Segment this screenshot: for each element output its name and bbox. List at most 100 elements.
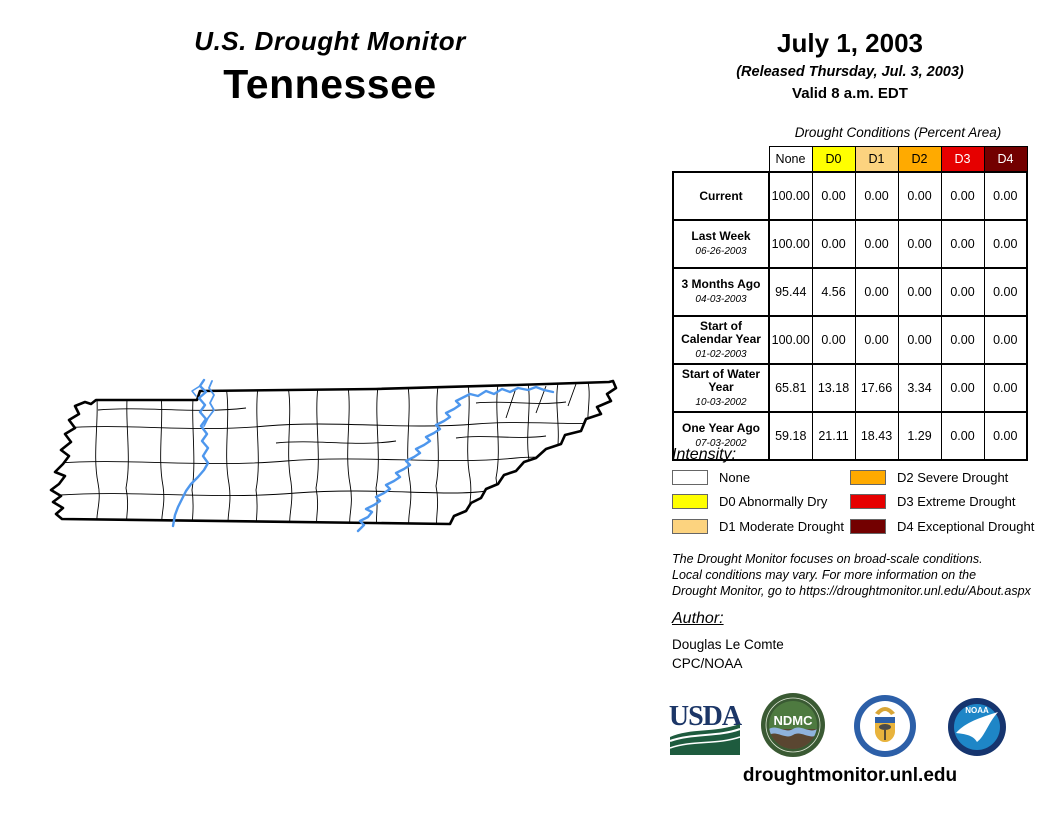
disclaimer-text: The Drought Monitor focuses on broad-sca…	[672, 551, 1031, 599]
value-cell: 95.44	[768, 267, 813, 317]
disclaimer-line: Drought Monitor, go to https://droughtmo…	[672, 584, 1031, 598]
column-header-d4: D4	[983, 146, 1028, 173]
value-cell: 0.00	[983, 171, 1028, 221]
value-cell: 0.00	[983, 315, 1028, 365]
valid-time: Valid 8 a.m. EDT	[792, 85, 908, 102]
noaa-wordmark: NOAA	[965, 706, 989, 715]
value-cell: 0.00	[897, 315, 942, 365]
tennessee-river-east	[356, 385, 555, 533]
usda-logo: USDA	[668, 700, 744, 763]
legend-item-d0: D0 Abnormally Dry	[672, 494, 827, 509]
legend-item-d4: D4 Exceptional Drought	[850, 519, 1034, 534]
disclaimer-line: The Drought Monitor focuses on broad-sca…	[672, 552, 983, 566]
row-label-text: One Year Ago	[681, 421, 761, 435]
value-cell: 0.00	[897, 219, 942, 269]
value-cell: 100.00	[768, 219, 813, 269]
d4-swatch	[850, 519, 886, 534]
column-header-d2: D2	[897, 146, 942, 173]
usda-swoosh	[670, 724, 740, 755]
value-cell: 65.81	[768, 363, 813, 413]
row-label: One Year Ago 07-03-2002	[672, 411, 770, 461]
value-cell: 18.43	[854, 411, 899, 461]
value-cell: 0.00	[854, 315, 899, 365]
author-name: Douglas Le Comte	[672, 637, 784, 652]
legend-label: D0 Abnormally Dry	[719, 494, 828, 509]
legend-item-none: None	[672, 470, 750, 485]
table-row: 3 Months Ago 04-03-2003 95.44 4.56 0.00 …	[672, 267, 1028, 317]
d3-swatch	[850, 494, 886, 509]
column-header-d3: D3	[940, 146, 985, 173]
seal-eagle	[875, 707, 895, 715]
row-label-date: 07-03-2002	[695, 438, 747, 449]
row-label: 3 Months Ago 04-03-2003	[672, 267, 770, 317]
value-cell: 0.00	[983, 219, 1028, 269]
legend-label: D1 Moderate Drought	[719, 519, 845, 534]
value-cell: 21.11	[811, 411, 856, 461]
column-header-none: None	[768, 146, 813, 173]
header-spacer	[673, 147, 769, 173]
map-date: July 1, 2003	[777, 28, 923, 58]
table-header-row: None D0 D1 D2 D3 D4	[673, 146, 1028, 173]
date-block: July 1, 2003 (Released Thursday, Jul. 3,…	[672, 28, 1028, 102]
value-cell: 0.00	[897, 171, 942, 221]
legend-item-d2: D2 Severe Drought	[850, 470, 1008, 485]
row-label-text: Start of Calendar Year	[681, 318, 761, 346]
row-label-text: 3 Months Ago	[681, 277, 761, 291]
value-cell: 59.18	[768, 411, 813, 461]
row-label-text: Current	[699, 188, 743, 203]
tennessee-river-west	[171, 378, 210, 528]
d0-swatch	[672, 494, 708, 509]
row-label-text: Start of Water Year	[681, 366, 761, 394]
legend-item-d1: D1 Moderate Drought	[672, 519, 844, 534]
value-cell: 100.00	[768, 315, 813, 365]
table-row: Start of Water Year 10-03-2002 65.81 13.…	[672, 363, 1028, 413]
value-cell: 17.66	[854, 363, 899, 413]
state-map-svg	[49, 378, 618, 533]
value-cell: 0.00	[854, 171, 899, 221]
value-cell: 0.00	[940, 219, 985, 269]
value-cell: 100.00	[768, 171, 813, 221]
row-label: Start of Calendar Year 01-02-2003	[672, 315, 770, 365]
value-cell: 0.00	[940, 171, 985, 221]
column-header-d1: D1	[854, 146, 899, 173]
report-title: U.S. Drought Monitor	[194, 26, 466, 56]
row-label: Last Week 06-26-2003	[672, 219, 770, 269]
commerce-seal-logo	[853, 694, 917, 763]
title-block: U.S. Drought Monitor Tennessee	[40, 26, 620, 108]
state-title: Tennessee	[223, 61, 437, 107]
column-header-d0: D0	[811, 146, 856, 173]
disclaimer-line: Local conditions may vary. For more info…	[672, 568, 977, 582]
row-label-text: Last Week	[691, 229, 751, 243]
drought-conditions-table: None D0 D1 D2 D3 D4 Current 100.00 0.00 …	[672, 146, 1028, 461]
value-cell: 0.00	[854, 267, 899, 317]
table-row: Current 100.00 0.00 0.00 0.00 0.00 0.00	[672, 171, 1028, 221]
table-row: Last Week 06-26-2003 100.00 0.00 0.00 0.…	[672, 219, 1028, 269]
value-cell: 0.00	[983, 411, 1028, 461]
value-cell: 0.00	[811, 315, 856, 365]
value-cell: 0.00	[897, 267, 942, 317]
value-cell: 13.18	[811, 363, 856, 413]
author-title: Author:	[672, 610, 724, 627]
legend-label: D3 Extreme Drought	[897, 494, 1016, 509]
value-cell: 0.00	[854, 219, 899, 269]
state-border	[49, 379, 618, 526]
none-swatch	[672, 470, 708, 485]
row-label: Start of Water Year 10-03-2002	[672, 363, 770, 413]
legend-label: D4 Exceptional Drought	[897, 519, 1035, 534]
ndmc-wordmark: NDMC	[774, 713, 814, 728]
value-cell: 0.00	[811, 219, 856, 269]
d1-swatch	[672, 519, 708, 534]
value-cell: 0.00	[811, 171, 856, 221]
state-shape	[51, 381, 616, 524]
row-label-date: 01-02-2003	[695, 348, 747, 360]
value-cell: 0.00	[983, 267, 1028, 317]
released-date: (Released Thursday, Jul. 3, 2003)	[736, 64, 964, 80]
value-cell: 0.00	[940, 267, 985, 317]
table-title: Drought Conditions (Percent Area)	[794, 125, 1002, 140]
value-cell: 3.34	[897, 363, 942, 413]
value-cell: 0.00	[940, 315, 985, 365]
d2-swatch	[850, 470, 886, 485]
droughtmonitor-url[interactable]: droughtmonitor.unl.edu	[742, 765, 958, 786]
table-row: Start of Calendar Year 01-02-2003 100.00…	[672, 315, 1028, 365]
